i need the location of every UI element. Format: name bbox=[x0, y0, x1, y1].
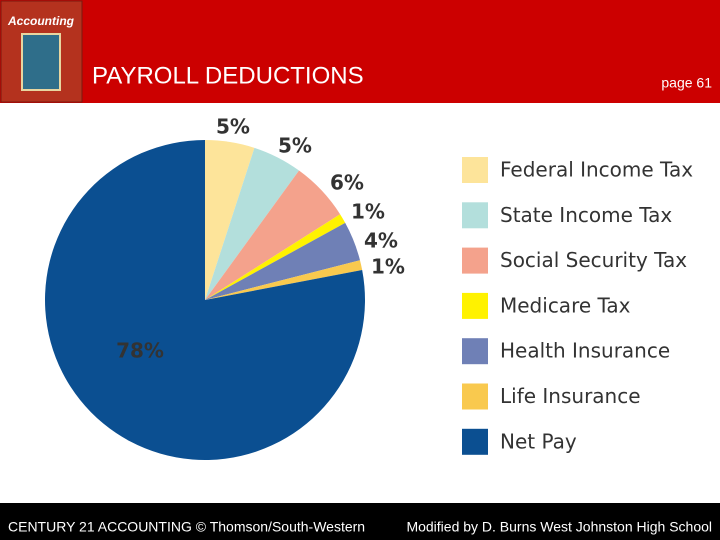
legend-label: Federal Income Tax bbox=[500, 158, 693, 182]
value-label: 1% bbox=[371, 255, 405, 279]
value-label: 5% bbox=[216, 115, 250, 139]
legend-swatch bbox=[462, 202, 488, 229]
pie-slice bbox=[205, 222, 360, 300]
legend-swatch bbox=[462, 157, 488, 183]
legend-label: Life Insurance bbox=[500, 384, 641, 408]
legend-swatch bbox=[462, 292, 488, 319]
pie-slice bbox=[205, 260, 363, 300]
pie-slice bbox=[205, 147, 300, 300]
value-label: 1% bbox=[351, 200, 385, 224]
pie-chart: 5%5%6%1%4%1%78% bbox=[44, 115, 405, 460]
footer-left: CENTURY 21 ACCOUNTING © Thomson/South-We… bbox=[8, 519, 365, 535]
footer-right: Modified by D. Burns West Johnston High … bbox=[406, 519, 712, 535]
pie-slice bbox=[205, 170, 341, 300]
cover-title: Accounting bbox=[7, 14, 75, 28]
legend-swatch bbox=[462, 383, 488, 410]
value-label: 6% bbox=[330, 171, 364, 195]
value-label: 5% bbox=[278, 134, 312, 158]
pie-slice bbox=[205, 140, 255, 300]
legend-label: State Income Tax bbox=[500, 203, 672, 227]
legend-swatch bbox=[462, 338, 488, 365]
legend: Federal Income Tax State Income Tax Social… bbox=[462, 157, 693, 455]
value-label: 4% bbox=[364, 229, 398, 253]
legend-swatch bbox=[462, 428, 488, 455]
legend-swatch bbox=[462, 247, 488, 274]
cover-art bbox=[21, 33, 61, 91]
pie-slice bbox=[44, 140, 365, 460]
legend-label: Social Security Tax bbox=[500, 248, 687, 272]
header-band bbox=[0, 0, 720, 103]
legend-label: Health Insurance bbox=[500, 339, 670, 363]
value-label: 78% bbox=[116, 339, 164, 363]
slide-title: PAYROLL DEDUCTIONS bbox=[92, 62, 364, 89]
legend-label: Medicare Tax bbox=[500, 293, 631, 317]
legend-label: Net Pay bbox=[500, 429, 577, 453]
pie-slice bbox=[205, 214, 346, 300]
page-number: page 61 bbox=[661, 75, 712, 91]
footer-band bbox=[0, 503, 720, 540]
